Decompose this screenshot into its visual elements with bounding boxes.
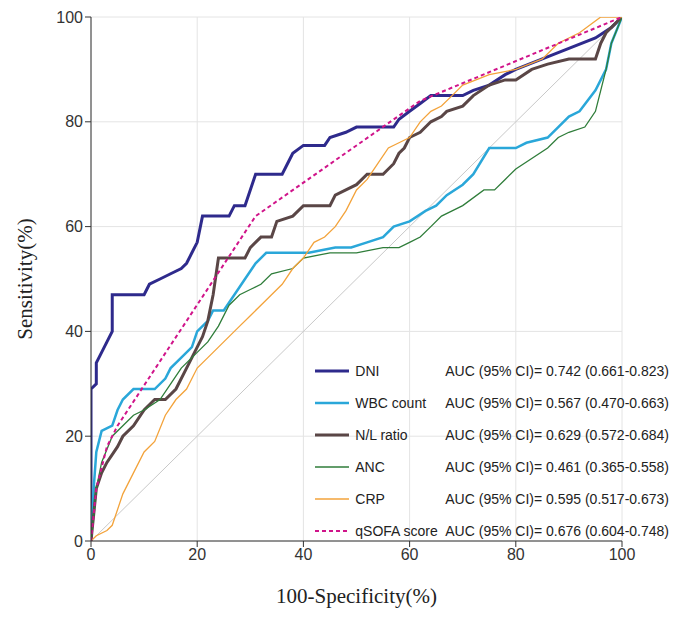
svg-text:20: 20: [188, 546, 206, 563]
svg-text:60: 60: [65, 218, 83, 235]
svg-text:0: 0: [87, 546, 96, 563]
svg-text:100: 100: [56, 9, 83, 26]
svg-text:Sensitivity(%): Sensitivity(%): [13, 218, 37, 339]
html-text:N/L ratio: N/L ratio: [355, 427, 408, 443]
html-text:DNI: DNI: [355, 363, 380, 379]
svg-text:40: 40: [65, 323, 83, 340]
svg-text:20: 20: [65, 428, 83, 445]
svg-text:100-Specificity(%): 100-Specificity(%): [276, 584, 437, 608]
html-text:AUC (95% CI)= 0.629 (0.572-0.6: AUC (95% CI)= 0.629 (0.572-0.684): [445, 427, 669, 443]
svg-text:0: 0: [74, 533, 83, 550]
html-text:ANC: ANC: [355, 459, 385, 475]
svg-text:60: 60: [401, 546, 419, 563]
svg-text:40: 40: [295, 546, 313, 563]
html-text:AUC (95% CI)= 0.742 (0.661-0.8: AUC (95% CI)= 0.742 (0.661-0.823): [445, 363, 669, 379]
html-text:qSOFA score: qSOFA score: [355, 523, 438, 539]
svg-text:80: 80: [65, 113, 83, 130]
html-text:CRP: CRP: [355, 491, 385, 507]
html-text:AUC (95% CI)= 0.595 (0.517-0.6: AUC (95% CI)= 0.595 (0.517-0.673): [445, 491, 669, 507]
svg-text:100: 100: [609, 546, 636, 563]
html-text:AUC (95% CI)= 0.461 (0.365-0.5: AUC (95% CI)= 0.461 (0.365-0.558): [445, 459, 669, 475]
html-text:WBC count: WBC count: [355, 395, 427, 411]
svg-text:80: 80: [507, 546, 525, 563]
html-text:AUC (95% CI)= 0.567 (0.470-0.6: AUC (95% CI)= 0.567 (0.470-0.663): [445, 395, 669, 411]
html-text:AUC (95% CI)= 0.676 (0.604-0.7: AUC (95% CI)= 0.676 (0.604-0.748): [445, 523, 669, 539]
